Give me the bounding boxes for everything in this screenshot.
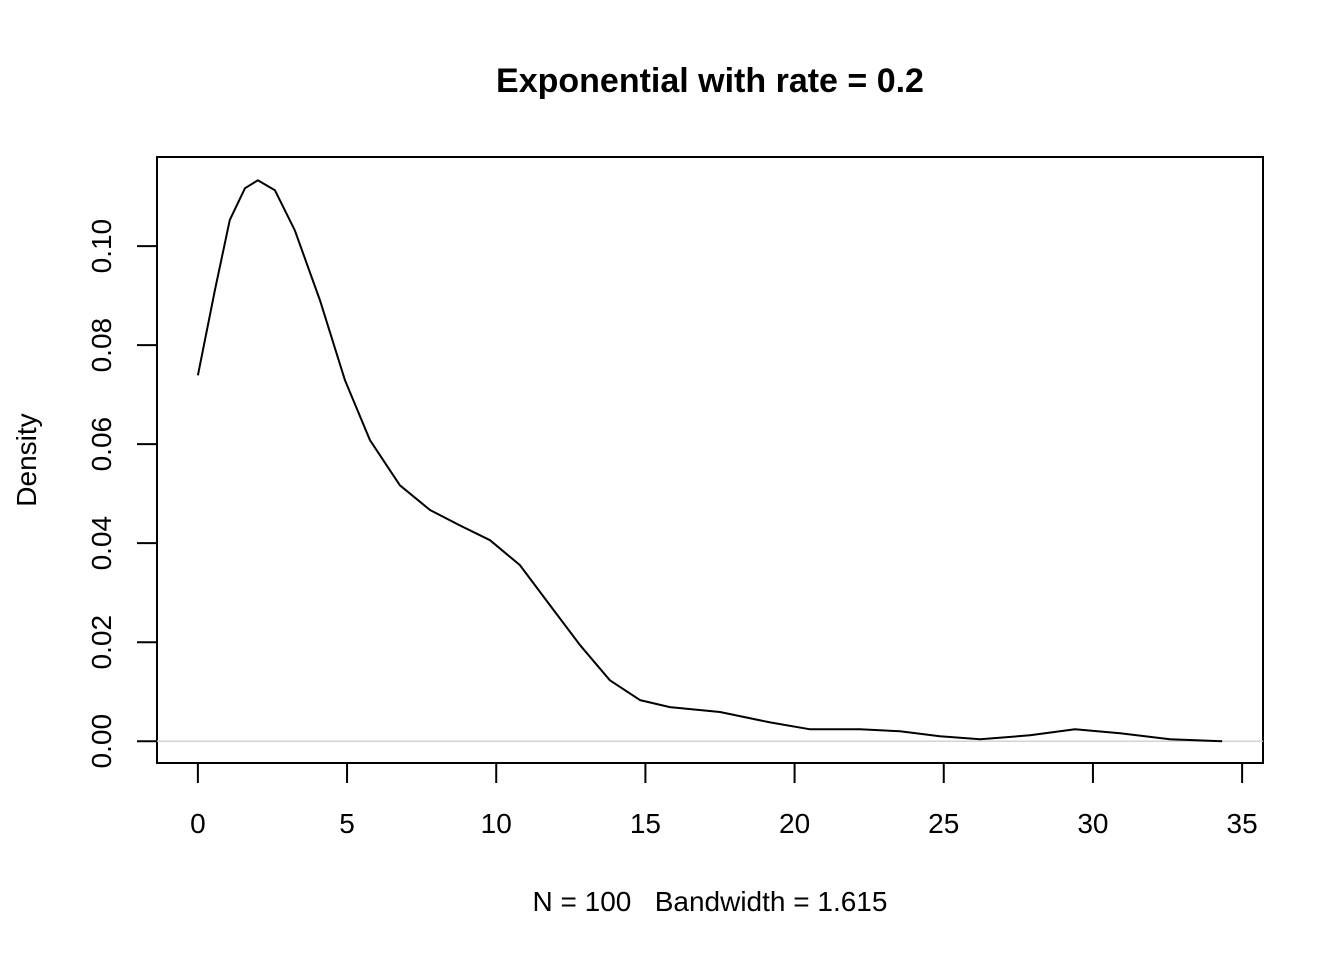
y-tick-label: 0.06: [86, 417, 117, 472]
y-tick-label: 0.08: [86, 318, 117, 373]
x-tick-label: 10: [481, 808, 512, 839]
plot-frame: [156, 156, 1264, 764]
x-tick-label: 0: [190, 808, 206, 839]
y-axis-label: Density: [11, 413, 42, 506]
x-tick-label: 35: [1227, 808, 1258, 839]
density-line: [196, 179, 1223, 743]
x-tick-label: 5: [339, 808, 355, 839]
x-tick-label: 15: [630, 808, 661, 839]
y-tick-label: 0.02: [86, 615, 117, 670]
y-tick-label: 0.00: [86, 714, 117, 769]
chart-title: Exponential with rate = 0.2: [496, 62, 924, 100]
x-tick-label: 20: [779, 808, 810, 839]
x-axis-label: N = 100 Bandwidth = 1.615: [533, 886, 888, 917]
x-tick-label: 25: [928, 808, 959, 839]
y-tick-label: 0.10: [86, 219, 117, 274]
x-tick-label: 30: [1077, 808, 1108, 839]
y-tick-label: 0.04: [86, 516, 117, 571]
